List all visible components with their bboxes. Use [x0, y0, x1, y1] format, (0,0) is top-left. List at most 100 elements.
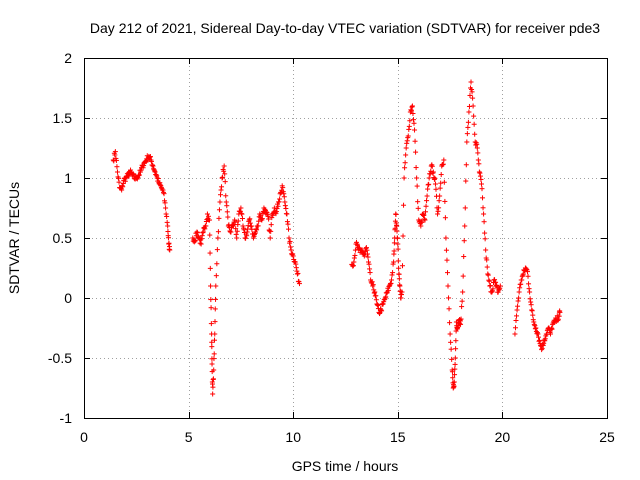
data-point [222, 171, 228, 177]
data-point [112, 149, 118, 155]
data-point [436, 205, 442, 211]
data-point [266, 216, 272, 222]
data-point [445, 283, 451, 289]
data-point [209, 339, 215, 345]
data-point [530, 312, 536, 318]
data-point [288, 244, 294, 250]
data-point [444, 270, 450, 276]
y-tick-label: 0.5 [53, 230, 73, 246]
data-point [472, 131, 478, 137]
data-point [294, 268, 300, 274]
data-point [490, 286, 496, 292]
data-point [478, 181, 484, 187]
data-point [516, 289, 522, 295]
data-point [379, 302, 385, 308]
data-point [382, 295, 388, 301]
data-point [410, 110, 416, 116]
data-point [474, 141, 480, 147]
data-point [210, 376, 216, 382]
data-point [526, 286, 532, 292]
data-point [460, 289, 466, 295]
data-point [437, 193, 443, 199]
data-point [548, 331, 554, 337]
ticks-layer: 0 5 10 15 20 25 -1 -0.5 0 0.5 1 1.5 2 [48, 50, 615, 445]
data-point [492, 277, 498, 283]
data-point [225, 214, 231, 220]
data-point [484, 264, 490, 270]
data-point [200, 229, 206, 235]
data-point [237, 208, 243, 214]
data-point [556, 313, 562, 319]
data-point [441, 157, 447, 163]
data-point [157, 182, 163, 188]
data-point [364, 251, 370, 257]
data-point [464, 139, 470, 145]
data-point [407, 118, 413, 124]
data-point [154, 173, 160, 179]
data-point [450, 375, 456, 381]
data-point [163, 211, 169, 217]
data-point [359, 247, 365, 253]
data-point [192, 238, 198, 244]
data-point [276, 199, 282, 205]
data-point [482, 230, 488, 236]
data-point [227, 228, 233, 234]
data-point [235, 222, 241, 228]
data-point [152, 169, 158, 175]
data-point [160, 187, 166, 193]
data-point [557, 309, 563, 315]
data-point [375, 302, 381, 308]
data-point [280, 185, 286, 191]
data-point [493, 283, 499, 289]
data-point [165, 223, 171, 229]
data-point [373, 297, 379, 303]
data-point [396, 265, 402, 271]
data-point [463, 162, 469, 168]
data-point [243, 235, 249, 241]
data-point [389, 277, 395, 283]
data-point [208, 283, 214, 289]
data-point [164, 213, 170, 219]
data-point [352, 247, 358, 253]
x-tick-label: 0 [80, 429, 88, 445]
data-point [462, 223, 468, 229]
data-point [531, 319, 537, 325]
data-point [245, 226, 251, 232]
data-point [432, 175, 438, 181]
data-point [391, 259, 397, 265]
data-point [207, 232, 213, 238]
data-point [354, 241, 360, 247]
data-point [284, 211, 290, 217]
data-point [147, 154, 153, 160]
data-point [233, 231, 239, 237]
data-point [207, 217, 213, 223]
data-point [423, 203, 429, 209]
data-point [247, 220, 253, 226]
data-point [442, 215, 448, 221]
data-point [267, 235, 273, 241]
data-point [241, 227, 247, 233]
data-point [114, 169, 120, 175]
data-point [239, 211, 245, 217]
x-axis-label: GPS time / hours [292, 458, 399, 474]
data-point [140, 165, 146, 171]
x-tick-label: 15 [390, 429, 406, 445]
data-point [247, 216, 253, 222]
data-point [365, 254, 371, 260]
data-point [277, 196, 283, 202]
data-point [421, 212, 427, 218]
data-point [449, 369, 455, 375]
data-point [517, 285, 523, 291]
data-point [535, 331, 541, 337]
data-point [265, 213, 271, 219]
data-point [432, 181, 438, 187]
data-point [483, 247, 489, 253]
data-point [274, 206, 280, 212]
data-point [113, 157, 119, 163]
data-point [489, 289, 495, 295]
data-point [367, 270, 373, 276]
data-point [471, 113, 477, 119]
data-point [460, 273, 466, 279]
data-point [238, 205, 244, 211]
data-point [154, 175, 160, 181]
